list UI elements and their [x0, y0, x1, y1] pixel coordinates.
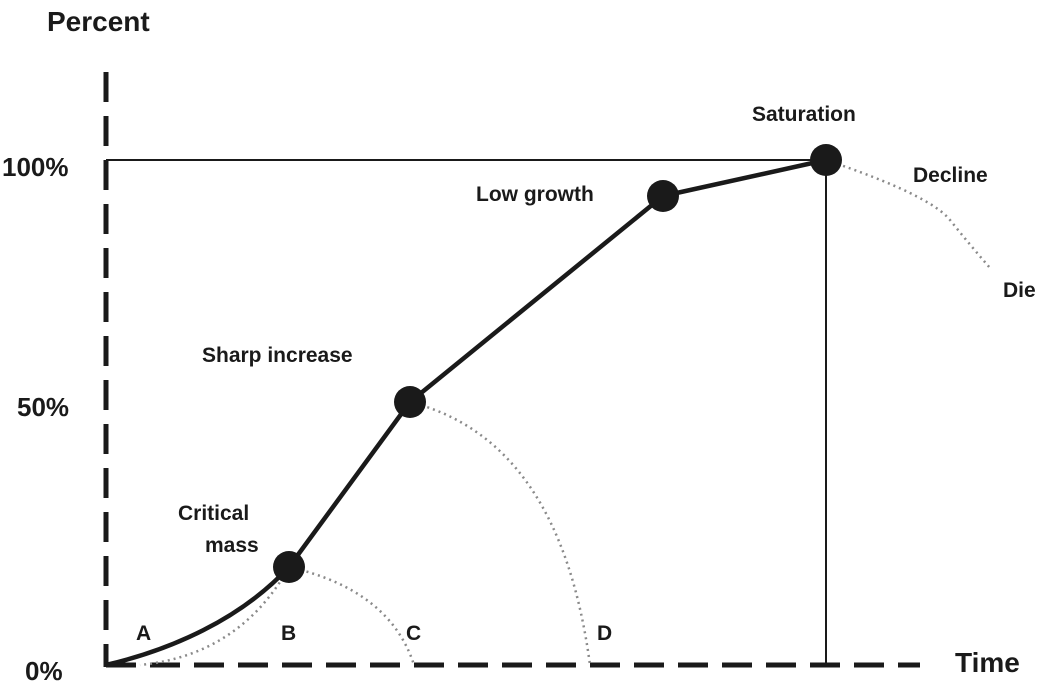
marker-c: C [406, 622, 421, 645]
low-growth-point [647, 180, 679, 212]
sharp-increase-label: Sharp increase [202, 344, 353, 367]
critical-mass-label-line1: Critical [178, 502, 249, 525]
critical-mass-point [273, 551, 305, 583]
x-axis-title: Time [955, 647, 1020, 678]
adoption-curve [105, 157, 827, 668]
critical-mass-label-line2: mass [205, 534, 259, 557]
sharp-increase-point [394, 386, 426, 418]
marker-d: D [597, 622, 612, 645]
dotted-decline-curve [825, 158, 991, 269]
y-tick-50: 50% [17, 392, 69, 422]
dotted-arc-c [288, 565, 416, 666]
marker-b: B [281, 622, 296, 645]
saturation-point [810, 144, 842, 176]
y-tick-0: 0% [25, 656, 63, 686]
dotted-arc-b [139, 566, 291, 667]
y-axis-title: Percent [47, 6, 150, 37]
decline-label: Decline [913, 164, 988, 187]
dotted-arc-d [409, 400, 592, 666]
saturation-label: Saturation [752, 103, 856, 126]
marker-a: A [136, 622, 151, 645]
y-tick-100: 100% [2, 152, 69, 182]
low-growth-label: Low growth [476, 183, 594, 206]
die-label: Die [1003, 279, 1036, 302]
